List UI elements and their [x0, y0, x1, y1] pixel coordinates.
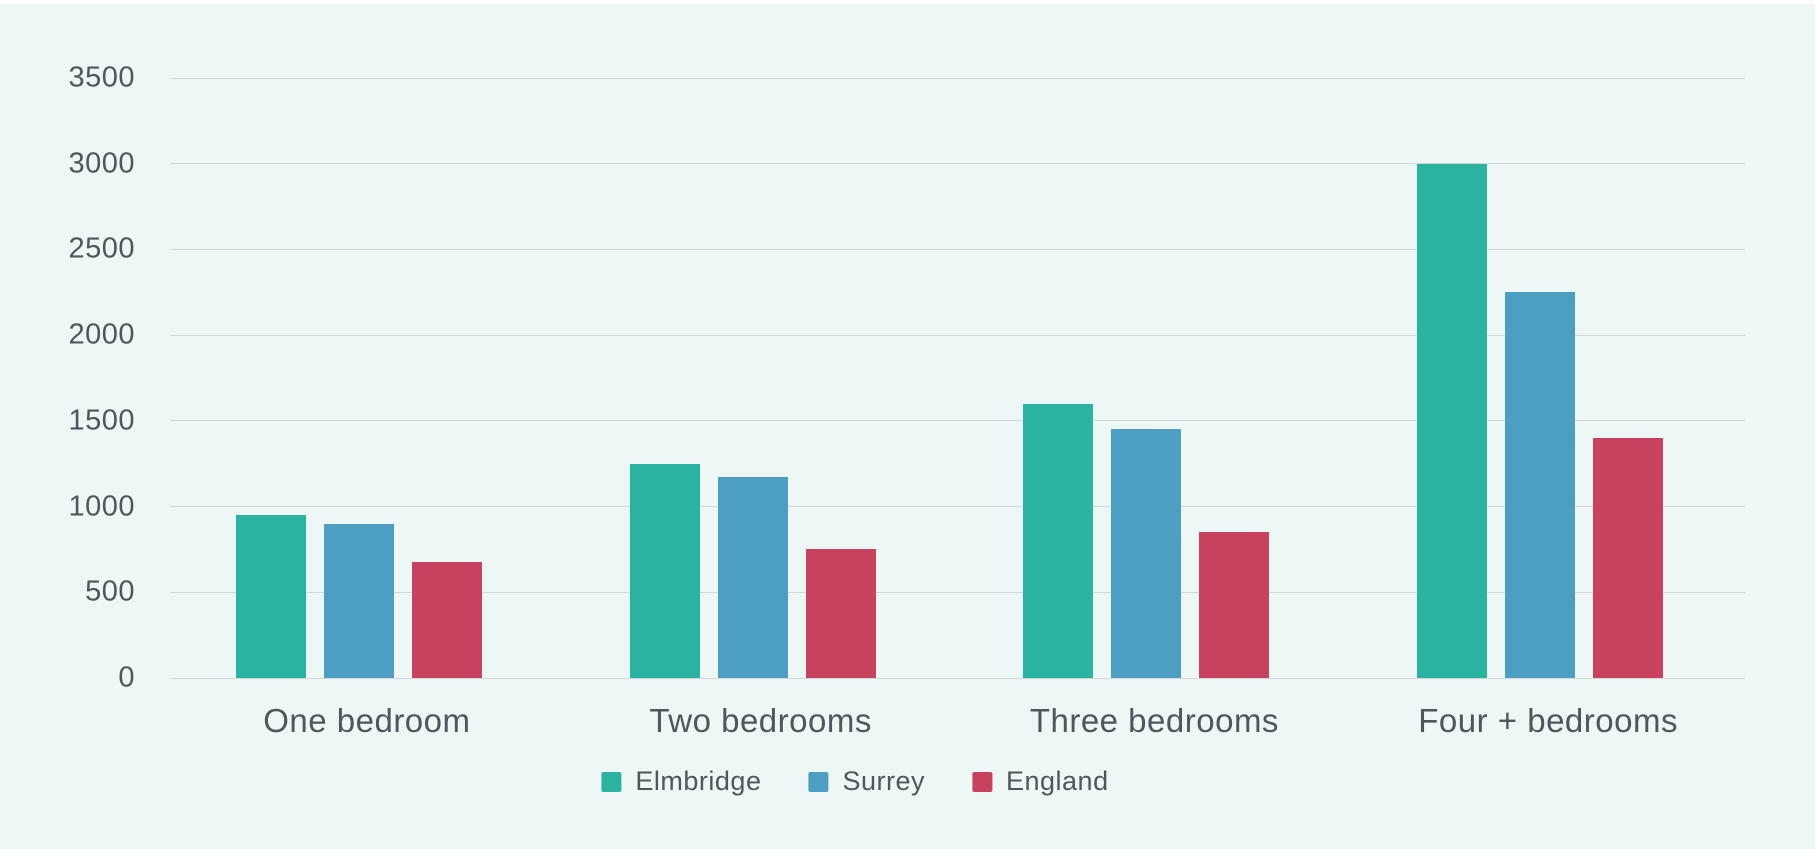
legend-item-elmbridge[interactable]: Elmbridge: [601, 766, 761, 797]
bar-elmbridge-two-bedrooms[interactable]: [629, 463, 700, 678]
gridline-2000: [170, 334, 1745, 336]
chart-panel: 0 500 1000 1500 2000 2500 3000 3500 One bedroom T…: [0, 4, 1815, 849]
bar-england-three-bedrooms[interactable]: [1199, 532, 1270, 678]
legend-label: England: [1006, 766, 1109, 796]
legend-swatch-surrey: [808, 771, 829, 792]
y-axis-tick-label: 1500: [68, 404, 135, 437]
bar-elmbridge-four-bedrooms[interactable]: [1417, 163, 1488, 678]
y-axis-tick-label: 3000: [68, 147, 135, 180]
y-axis-tick-label: 0: [118, 661, 135, 694]
bar-surrey-three-bedrooms[interactable]: [1111, 429, 1182, 678]
y-axis-tick-label: 2000: [68, 318, 135, 351]
x-axis-category-label: Four + bedrooms: [1418, 702, 1678, 739]
x-axis-category-label: Three bedrooms: [1029, 702, 1279, 739]
y-axis-tick-label: 1000: [68, 490, 135, 523]
x-axis-category-label: One bedroom: [263, 702, 471, 739]
legend-label: Surrey: [842, 766, 925, 796]
legend-swatch-elmbridge: [601, 771, 622, 792]
bar-england-four-bedrooms[interactable]: [1593, 438, 1664, 678]
legend-swatch-england: [972, 771, 992, 792]
bar-elmbridge-three-bedrooms[interactable]: [1023, 403, 1094, 678]
bar-england-two-bedrooms[interactable]: [805, 549, 876, 678]
legend-item-england[interactable]: England: [972, 766, 1109, 797]
legend: Elmbridge Surrey England: [601, 766, 1108, 797]
y-axis-tick-label: 2500: [68, 232, 135, 265]
bar-surrey-two-bedrooms[interactable]: [717, 477, 788, 678]
gridline-2500: [170, 248, 1745, 250]
gridline-0: [170, 677, 1745, 679]
y-axis-tick-label: 500: [85, 575, 135, 608]
legend-item-surrey[interactable]: Surrey: [808, 766, 925, 797]
bar-surrey-four-bedrooms[interactable]: [1505, 292, 1576, 678]
bar-elmbridge-one-bedroom[interactable]: [235, 515, 306, 678]
gridline-1000: [170, 506, 1745, 508]
gridline-3500: [170, 77, 1745, 79]
gridline-1500: [170, 420, 1745, 422]
bar-surrey-one-bedroom[interactable]: [323, 523, 394, 678]
legend-label: Elmbridge: [635, 766, 762, 796]
y-axis-tick-label: 3500: [68, 61, 135, 94]
bar-england-one-bedroom[interactable]: [411, 562, 482, 678]
gridline-500: [170, 591, 1745, 593]
gridline-3000: [170, 163, 1745, 165]
x-axis-category-label: Two bedrooms: [649, 702, 872, 739]
plot-area: 0 500 1000 1500 2000 2500 3000 3500 One bedroom T…: [68, 62, 1745, 739]
